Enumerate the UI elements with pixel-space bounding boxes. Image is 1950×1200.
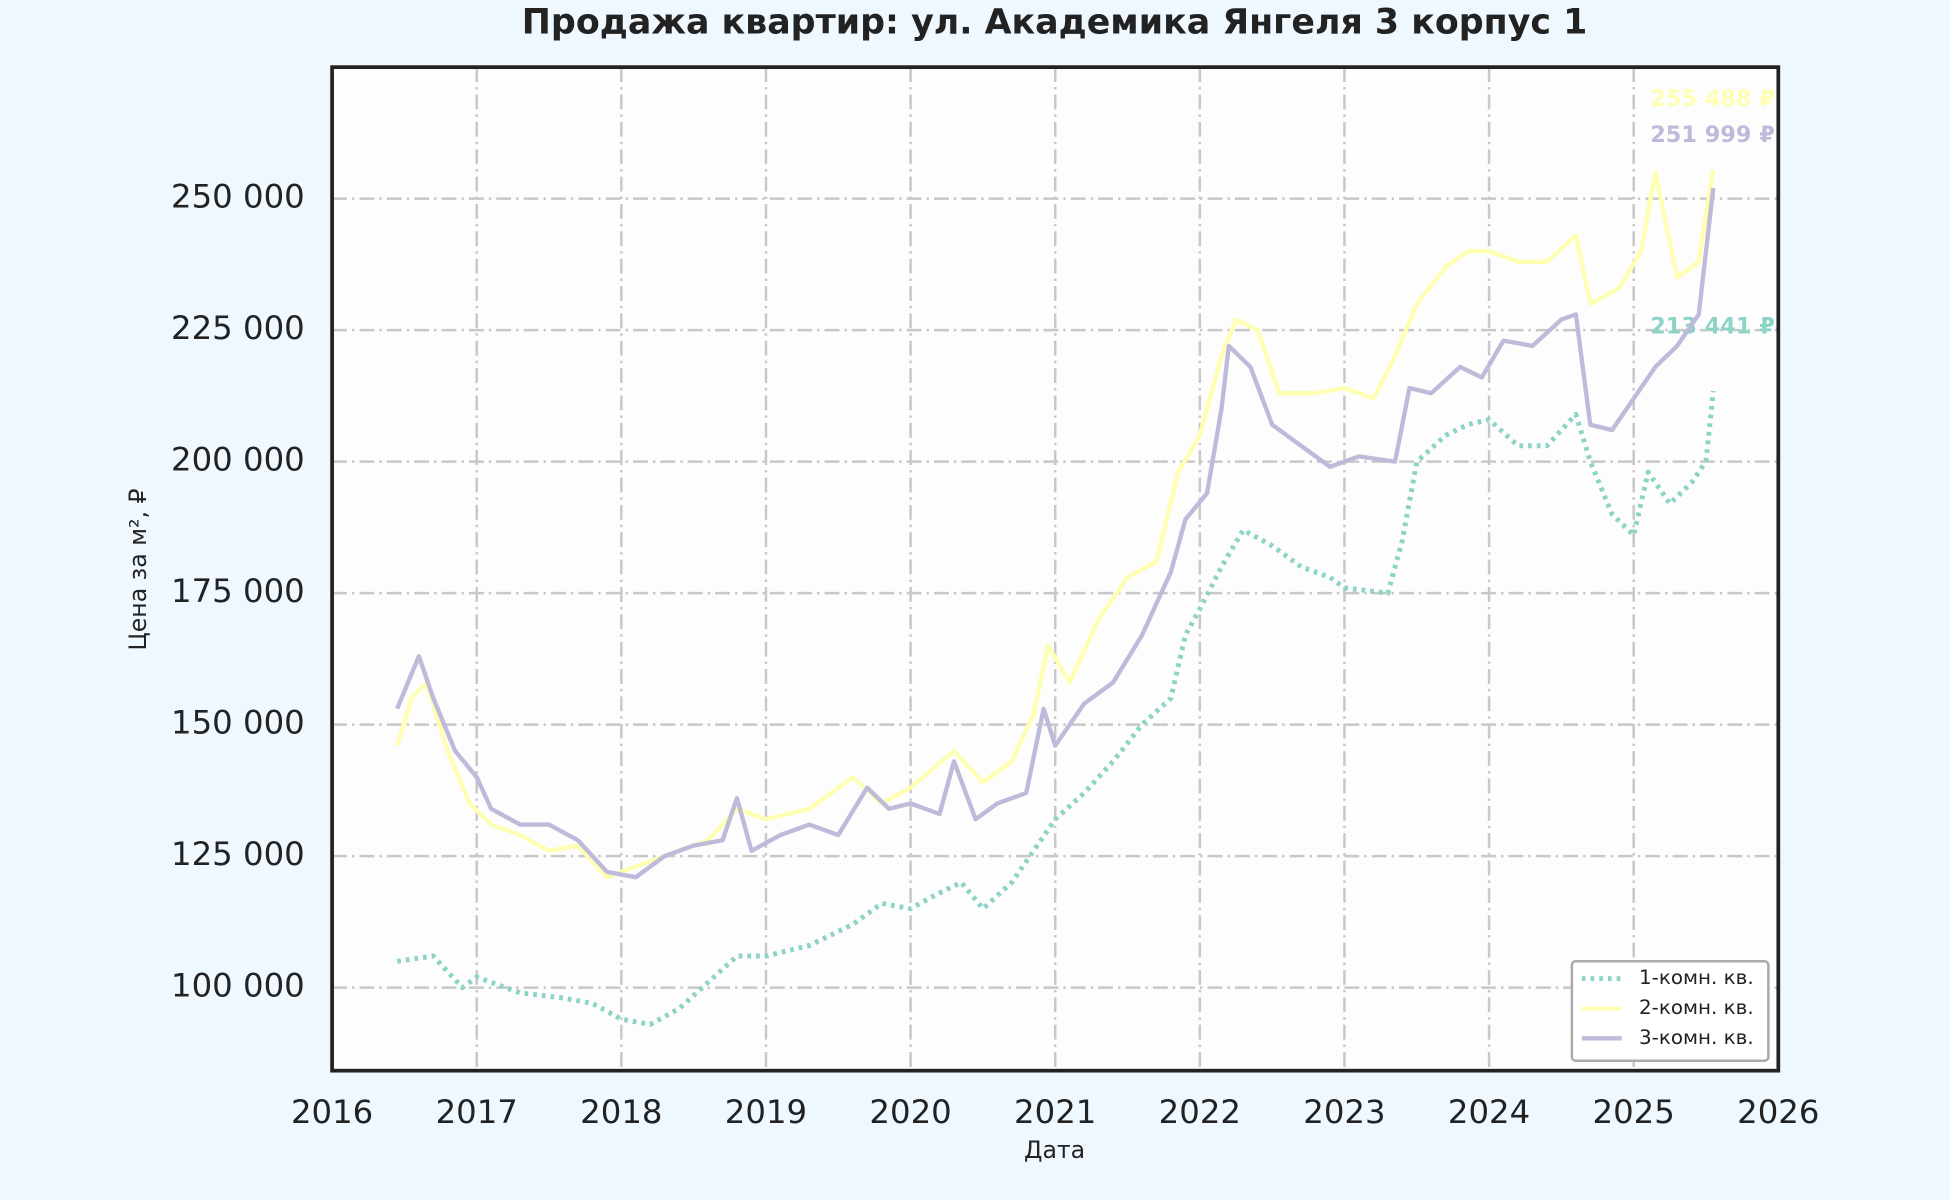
x-tick-label: 2020 — [869, 1093, 951, 1131]
x-tick-label: 2024 — [1448, 1093, 1530, 1131]
y-tick-label: 175 000 — [171, 572, 305, 610]
series-line — [395, 187, 1716, 880]
legend-label: 2-комн. кв. — [1639, 996, 1754, 1019]
plot-frame — [330, 65, 1781, 1073]
legend-box — [1570, 960, 1770, 1062]
x-tick-label: 2016 — [291, 1093, 373, 1131]
x-tick-label: 2025 — [1593, 1093, 1675, 1131]
legend-label: 3-комн. кв. — [1639, 1026, 1754, 1049]
series-line — [395, 169, 1716, 880]
y-tick-label: 200 000 — [171, 441, 305, 479]
x-tick-label: 2019 — [725, 1093, 807, 1131]
y-axis-label: Цена за м², ₽ — [124, 488, 152, 650]
series-line — [396, 390, 1716, 1027]
x-tick-label: 2022 — [1159, 1093, 1241, 1131]
legend-label: 1-комн. кв. — [1639, 966, 1754, 989]
x-tick-label: 2017 — [436, 1093, 518, 1131]
end-label: 213 441 ₽ — [1650, 314, 1775, 340]
end-label: 251 999 ₽ — [1650, 122, 1775, 148]
x-tick-label: 2023 — [1303, 1093, 1385, 1131]
y-tick-label: 225 000 — [171, 309, 305, 347]
x-axis-label: Дата — [1024, 1136, 1085, 1164]
x-tick-label: 2018 — [580, 1093, 662, 1131]
x-tick-label: 2026 — [1737, 1093, 1819, 1131]
x-tick-label: 2021 — [1014, 1093, 1096, 1131]
end-label: 255 488 ₽ — [1650, 86, 1775, 112]
chart-title: Продажа квартир: ул. Академика Янгеля 3 … — [522, 3, 1588, 43]
y-tick-label: 150 000 — [171, 704, 305, 742]
y-tick-label: 250 000 — [171, 178, 305, 216]
y-tick-label: 125 000 — [171, 835, 305, 873]
y-tick-label: 100 000 — [171, 967, 305, 1005]
